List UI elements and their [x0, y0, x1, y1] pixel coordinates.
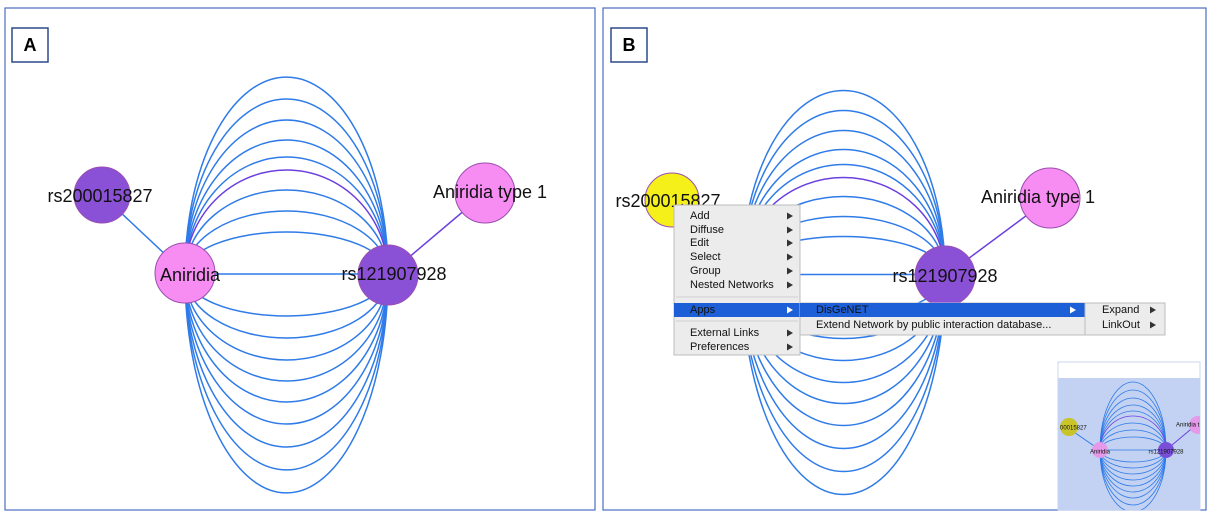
menu-item[interactable]: LinkOut — [1102, 319, 1140, 331]
panel-label: B — [623, 35, 636, 55]
figure: A B rs200015827 Aniridia rs121907928 Anirid… — [0, 0, 1208, 515]
node-label: Aniridia type 1 — [433, 182, 547, 202]
page: {"panels":[ {"label":"A","nodes":[{"labe… — [0, 0, 1208, 520]
menu-item[interactable]: Apps — [690, 304, 716, 316]
menu-item[interactable]: Group — [690, 265, 721, 277]
menu-item[interactable]: Preferences — [690, 341, 750, 353]
overview-label: 00015827 — [1060, 426, 1087, 432]
edge — [185, 274, 388, 360]
edge — [185, 120, 388, 274]
overview-label: rs121907928 — [1148, 450, 1184, 456]
edge — [185, 170, 388, 274]
menu-item[interactable]: Select — [690, 251, 721, 263]
node-label: rs200015827 — [47, 186, 152, 206]
node-label: rs121907928 — [341, 264, 446, 284]
menu-item[interactable]: Expand — [1102, 304, 1139, 316]
node-label: rs121907928 — [892, 266, 997, 286]
menu-item[interactable]: Nested Networks — [690, 279, 774, 291]
node-label: Aniridia — [160, 265, 221, 285]
edge — [185, 157, 388, 274]
overview-view — [1058, 378, 1200, 510]
overview-label: Aniridia t — [1176, 423, 1200, 429]
menu-item[interactable]: Extend Network by public interaction dat… — [816, 319, 1051, 331]
menu-item[interactable]: Edit — [690, 237, 709, 249]
menu-item[interactable]: DisGeNET — [816, 304, 869, 316]
node-label: Aniridia type 1 — [981, 187, 1095, 207]
menu-item[interactable]: External Links — [690, 327, 760, 339]
edge — [185, 140, 388, 274]
menu-item[interactable]: Diffuse — [690, 224, 724, 236]
edge — [185, 274, 388, 493]
menu-item[interactable]: Add — [690, 210, 710, 222]
panel-label: A — [24, 35, 37, 55]
network: rs200015827 Aniridia rs121907928 Aniridia t… — [47, 77, 547, 493]
overview-label: Aniridia — [1090, 450, 1111, 456]
edge — [185, 99, 388, 274]
panel-a-frame — [5, 8, 595, 510]
